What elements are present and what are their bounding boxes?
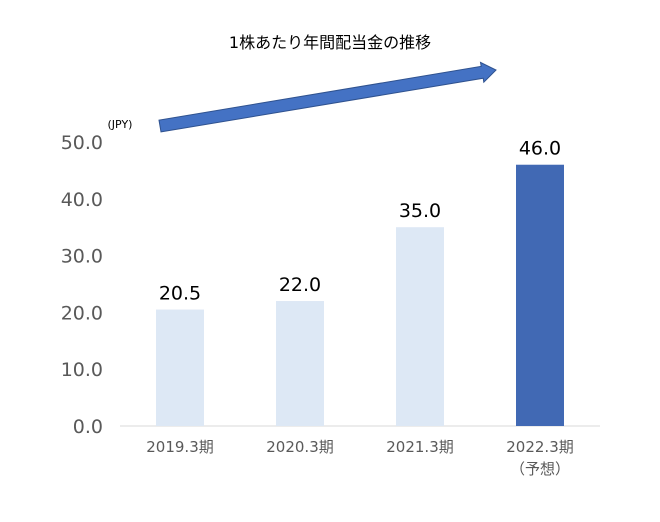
trend-arrow-shape bbox=[158, 61, 497, 133]
bars bbox=[156, 164, 564, 426]
bar-value-label: 22.0 bbox=[279, 274, 321, 296]
x-axis-ticks: 2019.3期 2020.3期 2021.3期 2022.3期 （予想） bbox=[146, 438, 574, 478]
x-tick-label: 2022.3期 bbox=[506, 438, 574, 456]
y-tick-label: 10.0 bbox=[61, 359, 103, 381]
x-tick-sublabel: （予想） bbox=[510, 460, 570, 478]
y-tick-label: 0.0 bbox=[73, 416, 103, 438]
bar-value-label: 20.5 bbox=[159, 283, 201, 305]
y-tick-label: 40.0 bbox=[61, 189, 103, 211]
y-tick-label: 50.0 bbox=[61, 132, 103, 154]
y-tick-label: 30.0 bbox=[61, 246, 103, 268]
bar bbox=[516, 164, 564, 426]
bar-value-label: 35.0 bbox=[399, 200, 441, 222]
y-axis-ticks: 0.0 10.0 20.0 30.0 40.0 50.0 bbox=[61, 132, 103, 438]
x-tick-label: 2020.3期 bbox=[266, 438, 334, 456]
y-axis-unit-label: (JPY) bbox=[108, 118, 133, 131]
bar-value-label: 46.0 bbox=[519, 138, 561, 160]
x-tick-label: 2019.3期 bbox=[146, 438, 214, 456]
bar bbox=[156, 309, 204, 426]
trend-arrow bbox=[158, 61, 497, 133]
data-labels: 20.5 22.0 35.0 46.0 bbox=[159, 138, 561, 305]
bar bbox=[276, 301, 324, 426]
x-tick-label: 2021.3期 bbox=[386, 438, 454, 456]
y-tick-label: 20.0 bbox=[61, 302, 103, 324]
chart-title: 1株あたり年間配当金の推移 bbox=[229, 33, 431, 52]
bar bbox=[396, 227, 444, 426]
